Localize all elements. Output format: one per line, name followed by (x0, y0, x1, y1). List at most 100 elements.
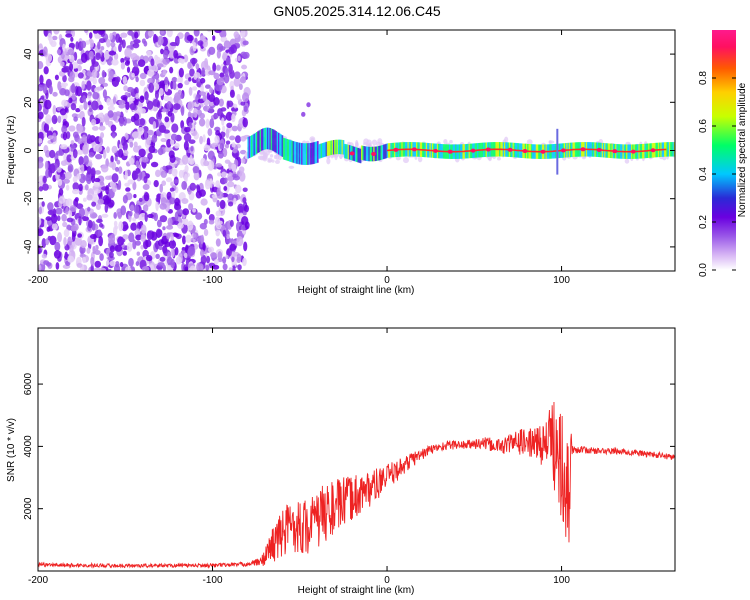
spectrogram-noise-cell (59, 108, 67, 116)
spectrogram-noise-cell (38, 61, 44, 70)
spectrogram-noise-cell (184, 79, 190, 86)
spectrogram-noise-cell (115, 166, 119, 172)
spectrogram-noise-cell (135, 261, 140, 267)
spectrogram-noise-cell (82, 197, 87, 202)
spectrogram-noise-cell (209, 118, 215, 129)
spectrogram-noise-cell (170, 233, 174, 242)
spectrogram-noise-cell (118, 43, 122, 53)
snr-series-line (38, 402, 675, 569)
spectrogram-noise-cell (221, 117, 225, 126)
spectrogram-signal-cell (301, 143, 303, 165)
spectrogram-noise-cell (38, 216, 42, 227)
spectrogram-noise-cell (47, 202, 54, 211)
spectrogram-noise-cell (81, 164, 85, 174)
spectrogram-noise-cell (173, 232, 180, 238)
spectrogram-noise-cell (106, 146, 110, 154)
spectrogram-noise-cell (207, 150, 215, 161)
spectrogram-signal-cell (324, 142, 326, 157)
spectrogram-noise-cell (135, 240, 141, 246)
spectrogram-noise-cell (57, 232, 63, 243)
spectrogram-noise-cell (113, 212, 117, 219)
spectrogram-signal-cell (275, 131, 278, 153)
spectrogram-noise-cell (133, 141, 138, 148)
spectrogram-halo-cell (288, 165, 295, 169)
spectrogram-noise-cell (114, 225, 119, 230)
spectrogram-noise-cell (104, 115, 110, 126)
spectrogram-noise-cell (61, 99, 68, 107)
spectrogram-noise-cell (86, 194, 93, 201)
snr-panel: -200 -100 0 100 2000 4000 6000 Height of stra… (6, 327, 676, 596)
spectrogram-noise-cell (146, 230, 153, 241)
spectrogram-noise-cell (128, 157, 135, 165)
spectrogram-noise-cell (133, 39, 141, 44)
spectrogram-noise-cell (155, 196, 160, 203)
spectrogram-noise-cell (58, 196, 66, 204)
spectrogram-noise-cell (91, 69, 98, 78)
spectrogram-halo-cell (267, 159, 272, 163)
spectrogram-signal-cell (384, 144, 386, 159)
spectrogram-noise-cell (98, 77, 106, 85)
spectrogram-noise-cell (187, 220, 194, 231)
spectrogram-signal-cell (334, 139, 336, 155)
spectrogram-signal-cell (288, 139, 291, 162)
spectrogram-noise-cell (91, 201, 97, 207)
spectrogram-noise-cell (207, 128, 213, 137)
x-tick-label: 100 (553, 575, 570, 586)
spectrogram-noise-cell (108, 50, 117, 56)
spectrogram-noise-cell (155, 253, 160, 260)
spectrogram-noise-cell (165, 177, 173, 183)
spectrogram-noise-cell (131, 131, 140, 139)
spectrogram-noise-cell (195, 212, 203, 220)
spectrogram-signal-cell (276, 131, 279, 154)
spectrogram-signal-cell (358, 148, 361, 163)
spectrogram-signal-cell (282, 137, 285, 160)
spectrogram-signal-cell (671, 142, 673, 157)
spectrogram-noise-cell (163, 49, 169, 60)
spectrogram-noise-cell (124, 60, 130, 66)
spectrogram-signal-cell (252, 134, 254, 157)
spectrogram-noise-cell (234, 135, 242, 144)
spectrogram-noise-cell (162, 264, 166, 271)
spectrogram-noise-cell (143, 192, 150, 202)
spectrogram-noise-cell (156, 219, 162, 228)
spectrogram-signal-cell (253, 133, 256, 156)
spectrogram-signal-cell (325, 141, 328, 157)
spectrogram-noise-cell (206, 30, 213, 33)
spectrogram-noise-cell (219, 199, 226, 210)
spectrogram-noise-cell (38, 160, 44, 169)
spectrogram-noise-cell (91, 126, 99, 131)
spectrogram-noise-cell (164, 76, 169, 86)
spectrogram-noise-cell (147, 213, 154, 219)
spectrogram-noise-cell (126, 66, 131, 73)
spectrogram-noise-cell (124, 266, 132, 271)
spectrogram-noise-cell (47, 209, 55, 216)
spectrogram-noise-cell (190, 145, 194, 152)
spectrogram-noise-cell (202, 242, 206, 251)
spectrogram-noise-cell (157, 35, 164, 46)
spectrogram-noise-cell (101, 164, 109, 173)
spectrogram-noise-cell (94, 177, 101, 183)
spectrogram-noise-cell (174, 211, 179, 222)
spectrogram-signal-cell (342, 140, 345, 155)
spectrogram-noise-cell (87, 91, 93, 97)
spectrogram-noise-cell (73, 116, 78, 122)
spectrogram-noise-cell (98, 38, 106, 44)
spectrogram-noise-cell (43, 66, 49, 75)
spectrogram-noise-cell (86, 80, 92, 91)
spectrogram-noise-cell (144, 91, 149, 101)
spectrogram-noise-cell (170, 181, 174, 187)
spectrogram-noise-cell (44, 99, 52, 110)
spectrogram-signal-cell (321, 143, 324, 158)
spectrogram-noise-cell (109, 251, 114, 259)
spectrogram-noise-cell (177, 57, 183, 63)
spectrogram-noise-cell (137, 59, 146, 67)
spectrogram-noise-cell (224, 143, 230, 149)
spectrogram-noise-cell (173, 179, 179, 184)
spectrogram-noise-cell (241, 64, 248, 70)
x-tick-label: -200 (28, 575, 48, 586)
spectrogram-noise-cell (238, 166, 245, 174)
spectrogram-noise-cell (171, 76, 178, 83)
spectrogram-peak-blob (393, 147, 399, 152)
spectrogram-noise-cell (215, 180, 220, 188)
spectrogram-noise-cell (66, 217, 74, 223)
